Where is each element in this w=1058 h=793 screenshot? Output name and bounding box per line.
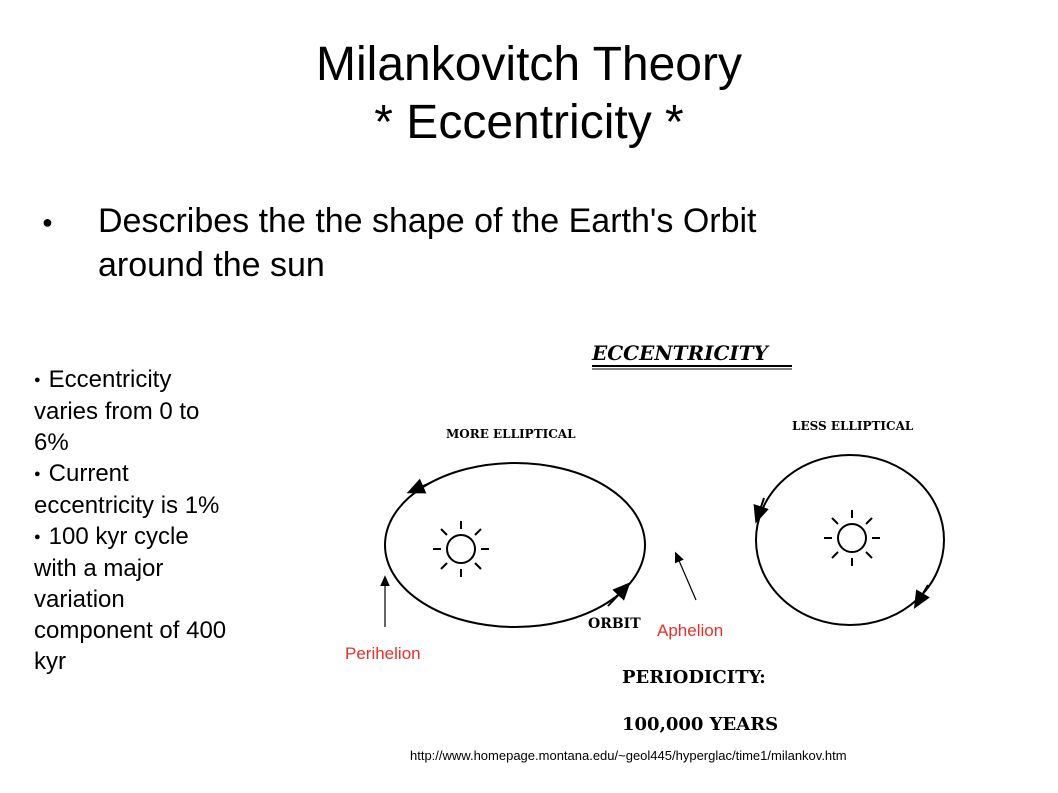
aphelion-label: Aphelion: [657, 621, 723, 640]
main-bullet-line-2: around the sun: [98, 246, 325, 284]
slide-title: Milankovitch Theory * Eccentricity *: [0, 36, 1058, 152]
years-label: 100,000 YEARS: [622, 714, 778, 735]
less-elliptical-label: LESS ELLIPTICAL: [792, 419, 914, 433]
bullet-dot-icon: ●: [42, 212, 53, 232]
eccentricity-diagram: ECCENTRICITY MORE ELLIPTICAL LESS ELLIPT…: [345, 341, 945, 735]
side-bullet-text: 6%: [34, 429, 69, 456]
side-bullet-text: kyr: [34, 648, 66, 675]
source-url: http://www.homepage.montana.edu/~geol445…: [410, 748, 847, 763]
main-bullet-line-1: Describes the the shape of the Earth's O…: [98, 202, 757, 240]
side-bullet-current: ● Current eccentricity is 1%: [34, 458, 304, 521]
circular-orbit: [755, 454, 945, 626]
side-bullet-text: varies from 0 to: [34, 398, 200, 425]
side-bullet-cycle: ● 100 kyr cycle with a major variation co…: [34, 521, 304, 677]
side-bullet-text: eccentricity is 1%: [34, 492, 220, 519]
side-bullet-text: with a major: [34, 555, 164, 582]
side-bullet-text: component of 400: [34, 617, 227, 644]
title-line-2: * Eccentricity *: [374, 96, 684, 149]
elliptical-orbit: [384, 462, 646, 628]
sun-icon: [824, 510, 880, 566]
bullet-dot-icon: ●: [34, 531, 41, 543]
bullet-dot-icon: ●: [34, 374, 41, 386]
sun-icon: [433, 521, 489, 577]
side-bullet-eccentricity-range: ● Eccentricity varies from 0 to 6%: [34, 364, 304, 458]
perihelion-label: Perihelion: [345, 644, 421, 663]
periodicity-label: PERIODICITY:: [622, 667, 766, 688]
circular-arrow-left: [753, 497, 769, 524]
orbit-arrow-bottom: [607, 582, 631, 607]
aphelion-arrow: [674, 551, 697, 601]
main-bullet-text: Describes the the shape of the Earth's O…: [98, 199, 978, 287]
side-bullet-text: variation: [34, 586, 125, 613]
side-bullet-text: Current: [48, 460, 129, 487]
orbit-label: ORBIT: [588, 616, 641, 632]
diagram-heading: ECCENTRICITY: [591, 341, 770, 365]
side-bullet-list: ● Eccentricity varies from 0 to 6% ● Curre…: [34, 364, 304, 677]
orbit-arrow-top: [406, 478, 431, 494]
bullet-dot-icon: ●: [34, 468, 41, 480]
circular-arrow-right: [913, 584, 930, 609]
more-elliptical-label: MORE ELLIPTICAL: [446, 427, 576, 441]
side-bullet-text: 100 kyr cycle: [48, 523, 189, 550]
side-bullet-text: Eccentricity: [48, 366, 172, 393]
title-line-1: Milankovitch Theory: [316, 38, 742, 91]
